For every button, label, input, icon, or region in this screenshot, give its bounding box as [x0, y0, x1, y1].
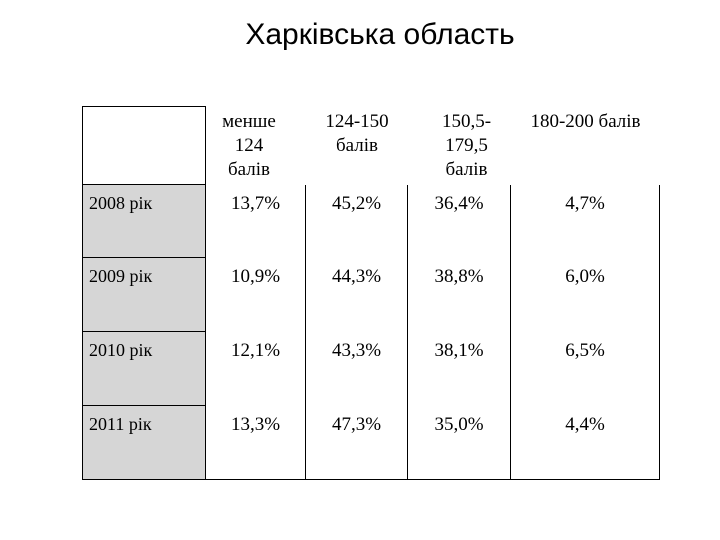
- header-line: балів: [445, 159, 488, 180]
- table-cell: 43,3%: [306, 332, 408, 406]
- table-cell: 4,7%: [511, 185, 660, 258]
- page-title: Харківська область: [245, 18, 515, 51]
- header-line: 124: [234, 135, 264, 156]
- table-cell: 13,7%: [206, 185, 306, 258]
- header-cell-3: 150,5- 179,5 балів: [408, 106, 511, 185]
- row-label: 2011 рік: [82, 406, 206, 480]
- table-cell: 36,4%: [408, 185, 511, 258]
- table-cell: 12,1%: [206, 332, 306, 406]
- table-cell: 44,3%: [306, 258, 408, 332]
- table-cell: 4,4%: [511, 406, 660, 480]
- row-label: 2009 рік: [82, 258, 206, 332]
- header-line: балів: [228, 159, 270, 180]
- header-line: 179,5: [445, 135, 488, 156]
- header-cell-4: 180-200 балів: [511, 106, 660, 185]
- table-cell: 6,0%: [511, 258, 660, 332]
- table-cell: 6,5%: [511, 332, 660, 406]
- header-empty-cell: [82, 106, 206, 185]
- header-line: менше: [222, 111, 276, 132]
- table-cell: 13,3%: [206, 406, 306, 480]
- row-label: 2010 рік: [82, 332, 206, 406]
- table-cell: 45,2%: [306, 185, 408, 258]
- table-cell: 38,8%: [408, 258, 511, 332]
- table-cell: 38,1%: [408, 332, 511, 406]
- table-cell: 10,9%: [206, 258, 306, 332]
- row-label: 2008 рік: [82, 185, 206, 258]
- header-line: 124-150: [325, 111, 389, 132]
- results-table: менше 124 балів 124-150 балів 150,5- 179…: [82, 106, 662, 480]
- table-cell: 35,0%: [408, 406, 511, 480]
- header-line: балів: [336, 135, 378, 156]
- header-line: 180-200 балів: [530, 111, 641, 132]
- table-cell: 47,3%: [306, 406, 408, 480]
- header-cell-2: 124-150 балів: [306, 106, 408, 185]
- header-line: 150,5-: [441, 111, 492, 132]
- header-cell-1: менше 124 балів: [206, 106, 306, 185]
